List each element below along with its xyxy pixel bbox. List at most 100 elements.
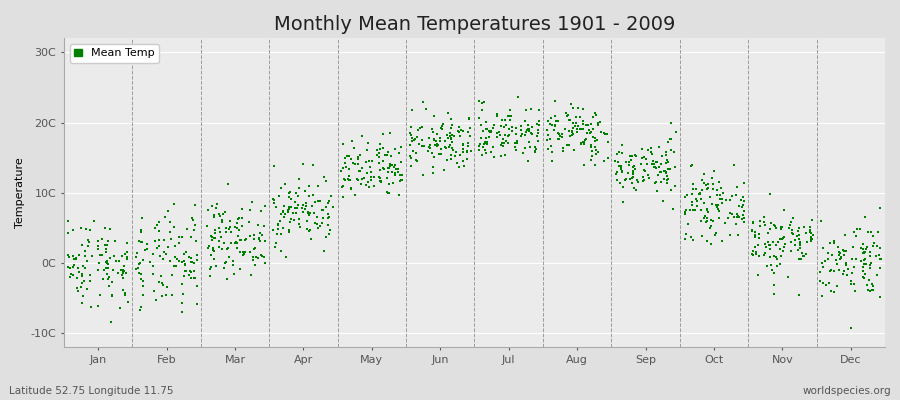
Point	[764, 220, 778, 226]
Point	[752, 272, 766, 278]
Point	[460, 148, 474, 154]
Legend: Mean Temp: Mean Temp	[69, 44, 158, 63]
Point	[217, 265, 231, 272]
Point	[438, 144, 453, 151]
Point	[442, 144, 456, 151]
Point	[189, 252, 203, 258]
Point	[444, 135, 458, 141]
Point	[567, 147, 581, 153]
Point	[700, 207, 715, 213]
Point	[382, 163, 397, 169]
Point	[678, 210, 692, 217]
Point	[254, 252, 268, 258]
Point	[814, 217, 828, 224]
Point	[583, 129, 598, 136]
Point	[184, 275, 198, 281]
Point	[115, 252, 130, 259]
Point	[322, 213, 337, 220]
Point	[282, 190, 296, 197]
Point	[636, 154, 651, 160]
Point	[114, 267, 129, 273]
Point	[417, 143, 431, 149]
Point	[574, 126, 589, 132]
Point	[630, 177, 644, 183]
Point	[428, 142, 442, 148]
Point	[224, 240, 238, 246]
Point	[405, 135, 419, 142]
Point	[266, 197, 281, 203]
Point	[246, 254, 260, 261]
Point	[279, 254, 293, 260]
Point	[478, 147, 492, 154]
Point	[862, 253, 877, 260]
Point	[678, 209, 692, 216]
Point	[610, 169, 625, 175]
Point	[405, 107, 419, 113]
Point	[651, 171, 665, 178]
Point	[289, 190, 303, 196]
Point	[838, 232, 852, 238]
Point	[744, 251, 759, 258]
Point	[356, 133, 370, 140]
Point	[284, 216, 298, 222]
Point	[547, 98, 562, 104]
Point	[656, 168, 670, 174]
Point	[382, 130, 397, 136]
Point	[735, 194, 750, 200]
Point	[580, 122, 595, 128]
Point	[392, 192, 406, 198]
Point	[663, 120, 678, 127]
Point	[752, 252, 767, 259]
Point	[625, 153, 639, 159]
Point	[115, 272, 130, 278]
Point	[404, 162, 419, 169]
Point	[649, 165, 663, 171]
Point	[472, 115, 486, 121]
Point	[704, 241, 718, 247]
Point	[775, 235, 789, 242]
Point	[94, 236, 109, 242]
Point	[111, 270, 125, 277]
Point	[362, 158, 376, 164]
Point	[84, 304, 98, 310]
Point	[77, 248, 92, 254]
Point	[707, 168, 722, 175]
Point	[514, 133, 528, 139]
Point	[440, 131, 454, 138]
Point	[219, 258, 233, 265]
Point	[735, 212, 750, 218]
Point	[389, 166, 403, 172]
Point	[654, 161, 669, 167]
Point	[487, 154, 501, 160]
Point	[499, 138, 513, 144]
Point	[531, 138, 545, 144]
Point	[151, 219, 166, 226]
Point	[387, 171, 401, 178]
Point	[549, 117, 563, 124]
Point	[446, 133, 461, 140]
Point	[663, 146, 678, 153]
Point	[62, 254, 77, 260]
Point	[209, 263, 223, 270]
Point	[295, 161, 310, 167]
Point	[586, 125, 600, 132]
Point	[757, 252, 771, 258]
Point	[99, 258, 113, 265]
Point	[521, 158, 535, 164]
Point	[112, 257, 126, 264]
Point	[63, 273, 77, 280]
Point	[230, 220, 244, 226]
Point	[502, 125, 517, 132]
Point	[299, 200, 313, 206]
Point	[622, 159, 636, 166]
Point	[786, 231, 800, 238]
Point	[496, 136, 510, 142]
Y-axis label: Temperature: Temperature	[15, 158, 25, 228]
Point	[234, 214, 248, 221]
Point	[417, 172, 431, 178]
Point	[588, 144, 602, 150]
Point	[543, 136, 557, 142]
Point	[731, 213, 745, 219]
Point	[693, 190, 707, 197]
Point	[374, 178, 389, 184]
